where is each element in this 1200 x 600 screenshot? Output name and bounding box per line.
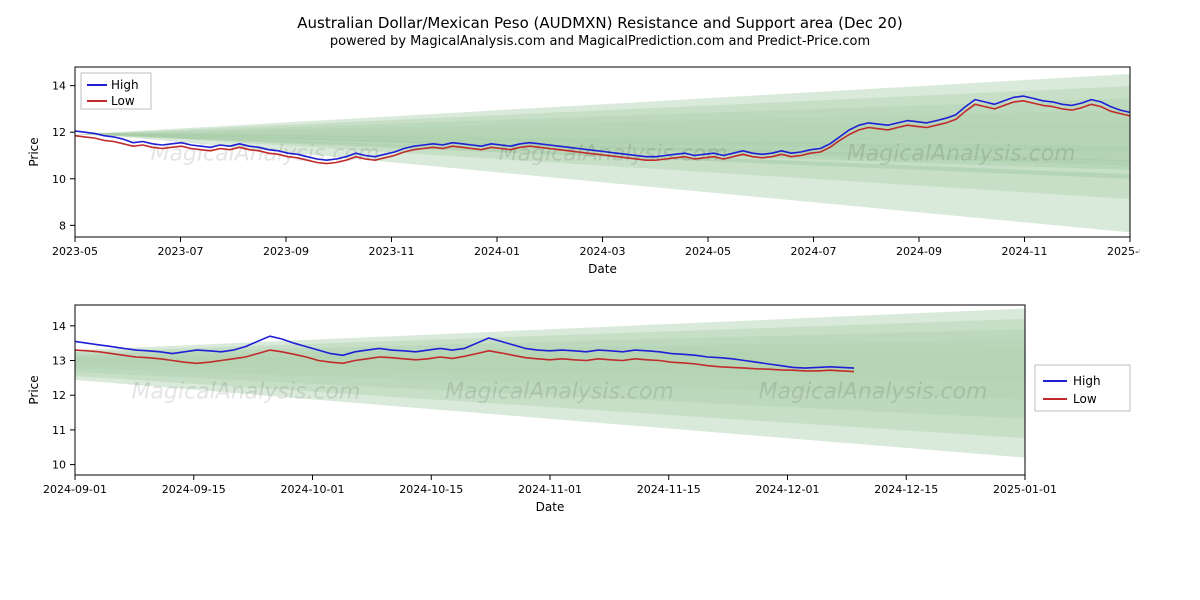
svg-text:High: High	[111, 78, 139, 92]
svg-text:2024-10-15: 2024-10-15	[399, 483, 463, 496]
svg-text:2024-11-15: 2024-11-15	[637, 483, 701, 496]
page-title: Australian Dollar/Mexican Peso (AUDMXN) …	[20, 14, 1180, 32]
svg-text:High: High	[1073, 374, 1101, 388]
svg-text:2024-03: 2024-03	[580, 245, 626, 258]
svg-text:2025-01: 2025-01	[1107, 245, 1140, 258]
svg-text:2024-09-01: 2024-09-01	[43, 483, 107, 496]
svg-text:2023-05: 2023-05	[52, 245, 98, 258]
svg-text:Price: Price	[27, 375, 41, 404]
svg-text:Date: Date	[588, 262, 617, 276]
svg-text:2024-10-01: 2024-10-01	[281, 483, 345, 496]
svg-text:10: 10	[52, 459, 66, 472]
bottom-chart-panel: MagicalAnalysis.com MagicalAnalysis.com Ma…	[20, 295, 1180, 515]
svg-text:13: 13	[52, 355, 66, 368]
svg-text:MagicalAnalysis.com: MagicalAnalysis.com	[150, 142, 379, 167]
svg-text:2024-11-01: 2024-11-01	[518, 483, 582, 496]
svg-text:2023-11: 2023-11	[369, 245, 415, 258]
svg-text:14: 14	[52, 320, 66, 333]
svg-text:2024-11: 2024-11	[1002, 245, 1048, 258]
svg-text:11: 11	[52, 424, 66, 437]
svg-text:10: 10	[52, 173, 66, 186]
svg-text:2023-09: 2023-09	[263, 245, 309, 258]
svg-text:2024-07: 2024-07	[791, 245, 837, 258]
svg-text:Date: Date	[536, 500, 565, 514]
svg-text:2024-05: 2024-05	[685, 245, 731, 258]
svg-text:2024-01: 2024-01	[474, 245, 520, 258]
svg-text:Price: Price	[27, 137, 41, 166]
svg-text:MagicalAnalysis.com: MagicalAnalysis.com	[132, 380, 361, 405]
svg-text:2023-07: 2023-07	[158, 245, 204, 258]
svg-text:MagicalAnalysis.com: MagicalAnalysis.com	[499, 142, 728, 167]
svg-text:12: 12	[52, 389, 66, 402]
top-chart-svg: MagicalAnalysis.com MagicalAnalysis.com Ma…	[20, 57, 1140, 277]
svg-text:14: 14	[52, 80, 66, 93]
svg-text:MagicalAnalysis.com: MagicalAnalysis.com	[445, 380, 674, 405]
svg-text:Low: Low	[1073, 392, 1097, 406]
bottom-chart-svg: MagicalAnalysis.com MagicalAnalysis.com Ma…	[20, 295, 1140, 515]
svg-text:2024-09: 2024-09	[896, 245, 942, 258]
svg-text:2024-12-15: 2024-12-15	[874, 483, 938, 496]
svg-text:8: 8	[59, 219, 66, 232]
top-chart-panel: MagicalAnalysis.com MagicalAnalysis.com Ma…	[20, 57, 1180, 277]
page-subtitle: powered by MagicalAnalysis.com and Magic…	[20, 34, 1180, 49]
svg-text:2025-01-01: 2025-01-01	[993, 483, 1057, 496]
svg-text:2024-12-01: 2024-12-01	[756, 483, 820, 496]
svg-text:Low: Low	[111, 94, 135, 108]
svg-text:MagicalAnalysis.com: MagicalAnalysis.com	[847, 142, 1076, 167]
svg-text:12: 12	[52, 126, 66, 139]
svg-text:2024-09-15: 2024-09-15	[162, 483, 226, 496]
svg-text:MagicalAnalysis.com: MagicalAnalysis.com	[759, 380, 988, 405]
